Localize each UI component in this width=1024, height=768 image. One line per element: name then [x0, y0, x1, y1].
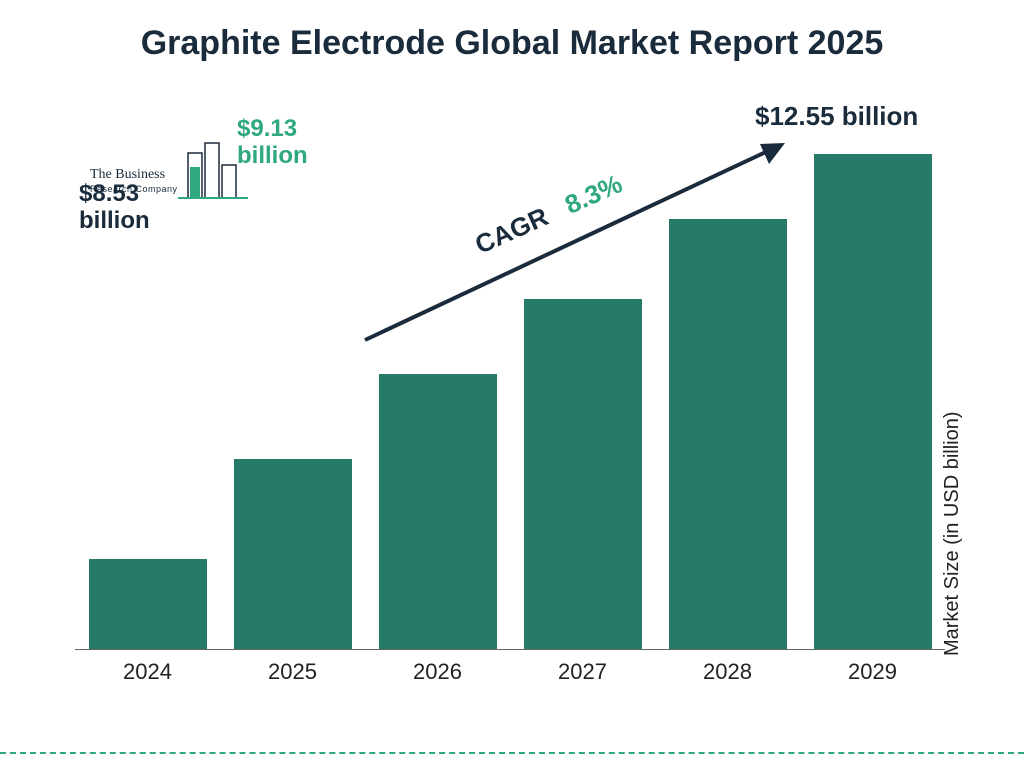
- bar-rect: [379, 374, 497, 649]
- x-label: 2025: [268, 659, 317, 685]
- bar-2027: 2027: [518, 299, 648, 649]
- bar-rect: [814, 154, 932, 649]
- x-label: 2027: [558, 659, 607, 685]
- x-label: 2028: [703, 659, 752, 685]
- chart-area: $8.53 billion $9.13 billion $12.55 billi…: [75, 130, 945, 690]
- x-label: 2024: [123, 659, 172, 685]
- bar-rect: [524, 299, 642, 649]
- bar-2026: 2026: [373, 374, 503, 649]
- bar-2024: 2024: [83, 559, 213, 649]
- bars-container: 2024 2025 2026 2027 2028 2029: [75, 130, 945, 650]
- value-label-2029: $12.55 billion: [755, 102, 918, 132]
- bar-rect: [669, 219, 787, 649]
- chart-title: Graphite Electrode Global Market Report …: [0, 0, 1024, 65]
- y-axis-label: Market Size (in USD billion): [942, 412, 965, 657]
- bar-rect: [234, 459, 352, 649]
- bar-rect: [89, 559, 207, 649]
- bar-2029: 2029: [808, 154, 938, 649]
- bottom-divider: [0, 752, 1024, 754]
- x-label: 2029: [848, 659, 897, 685]
- bar-2028: 2028: [663, 219, 793, 649]
- x-label: 2026: [413, 659, 462, 685]
- bar-2025: 2025: [228, 459, 358, 649]
